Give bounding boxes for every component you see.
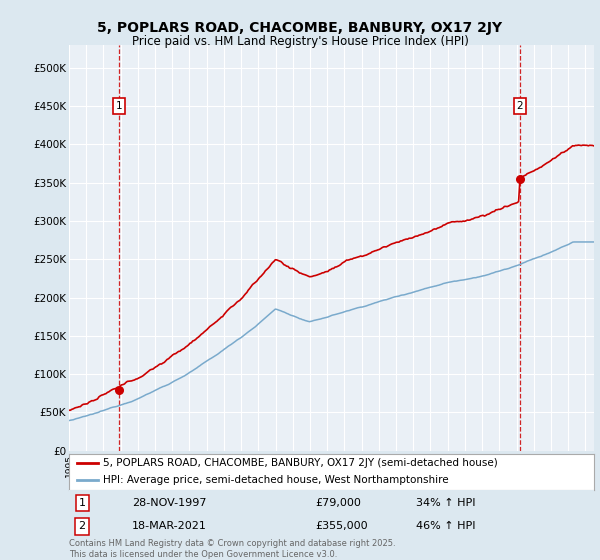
Text: 1: 1 bbox=[116, 101, 122, 111]
Text: 2: 2 bbox=[79, 521, 86, 531]
Text: 46% ↑ HPI: 46% ↑ HPI bbox=[415, 521, 475, 531]
Text: 1: 1 bbox=[79, 498, 86, 508]
Text: 28-NOV-1997: 28-NOV-1997 bbox=[132, 498, 206, 508]
Text: 34% ↑ HPI: 34% ↑ HPI bbox=[415, 498, 475, 508]
Text: £79,000: £79,000 bbox=[316, 498, 362, 508]
Text: Contains HM Land Registry data © Crown copyright and database right 2025.
This d: Contains HM Land Registry data © Crown c… bbox=[69, 539, 395, 559]
Text: 2: 2 bbox=[517, 101, 523, 111]
Text: Price paid vs. HM Land Registry's House Price Index (HPI): Price paid vs. HM Land Registry's House … bbox=[131, 35, 469, 48]
Text: HPI: Average price, semi-detached house, West Northamptonshire: HPI: Average price, semi-detached house,… bbox=[103, 475, 449, 485]
Text: £355,000: £355,000 bbox=[316, 521, 368, 531]
Text: 5, POPLARS ROAD, CHACOMBE, BANBURY, OX17 2JY: 5, POPLARS ROAD, CHACOMBE, BANBURY, OX17… bbox=[97, 21, 503, 35]
Text: 18-MAR-2021: 18-MAR-2021 bbox=[132, 521, 207, 531]
Text: 5, POPLARS ROAD, CHACOMBE, BANBURY, OX17 2JY (semi-detached house): 5, POPLARS ROAD, CHACOMBE, BANBURY, OX17… bbox=[103, 459, 498, 468]
